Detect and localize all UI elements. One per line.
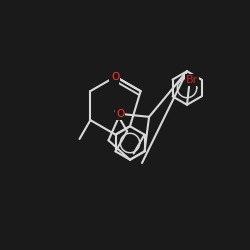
Text: O: O bbox=[116, 109, 124, 119]
Text: Br: Br bbox=[186, 75, 198, 85]
Text: O: O bbox=[110, 74, 118, 84]
Text: O: O bbox=[112, 72, 120, 82]
